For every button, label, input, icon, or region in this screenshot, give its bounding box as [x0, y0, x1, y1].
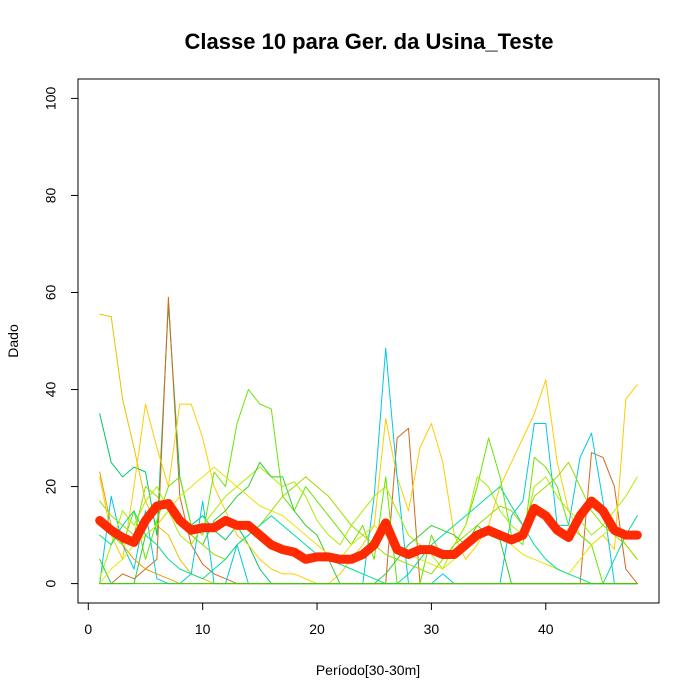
- x-axis-label: Período[30-30m]: [316, 662, 420, 678]
- series-line-12: [99, 486, 638, 585]
- x-tick-label: 30: [424, 621, 440, 637]
- series-line-10: [99, 466, 638, 585]
- series-line-7: [99, 466, 638, 580]
- series-group: [95, 296, 642, 585]
- chart-title: Classe 10 para Ger. da Usina_Teste: [185, 29, 554, 54]
- y-tick-label: 0: [43, 579, 59, 587]
- y-tick-label: 100: [43, 87, 59, 111]
- x-tick-label: 0: [84, 621, 92, 637]
- x-tick-label: 40: [538, 621, 554, 637]
- y-tick-label: 20: [43, 479, 59, 495]
- y-tick-label: 60: [43, 284, 59, 300]
- mean-series-line: [95, 496, 642, 564]
- x-axis: 0 10 20 30 40: [84, 602, 554, 637]
- y-axis: 0 20 40 60 80 100: [43, 87, 79, 587]
- y-tick-label: 80: [43, 187, 59, 203]
- x-tick-label: 10: [195, 621, 211, 637]
- series-line-4: [99, 379, 638, 585]
- y-tick-label: 40: [43, 382, 59, 398]
- y-axis-label: Dado: [5, 324, 21, 358]
- x-tick-label: 20: [309, 621, 325, 637]
- series-line-6: [99, 389, 638, 585]
